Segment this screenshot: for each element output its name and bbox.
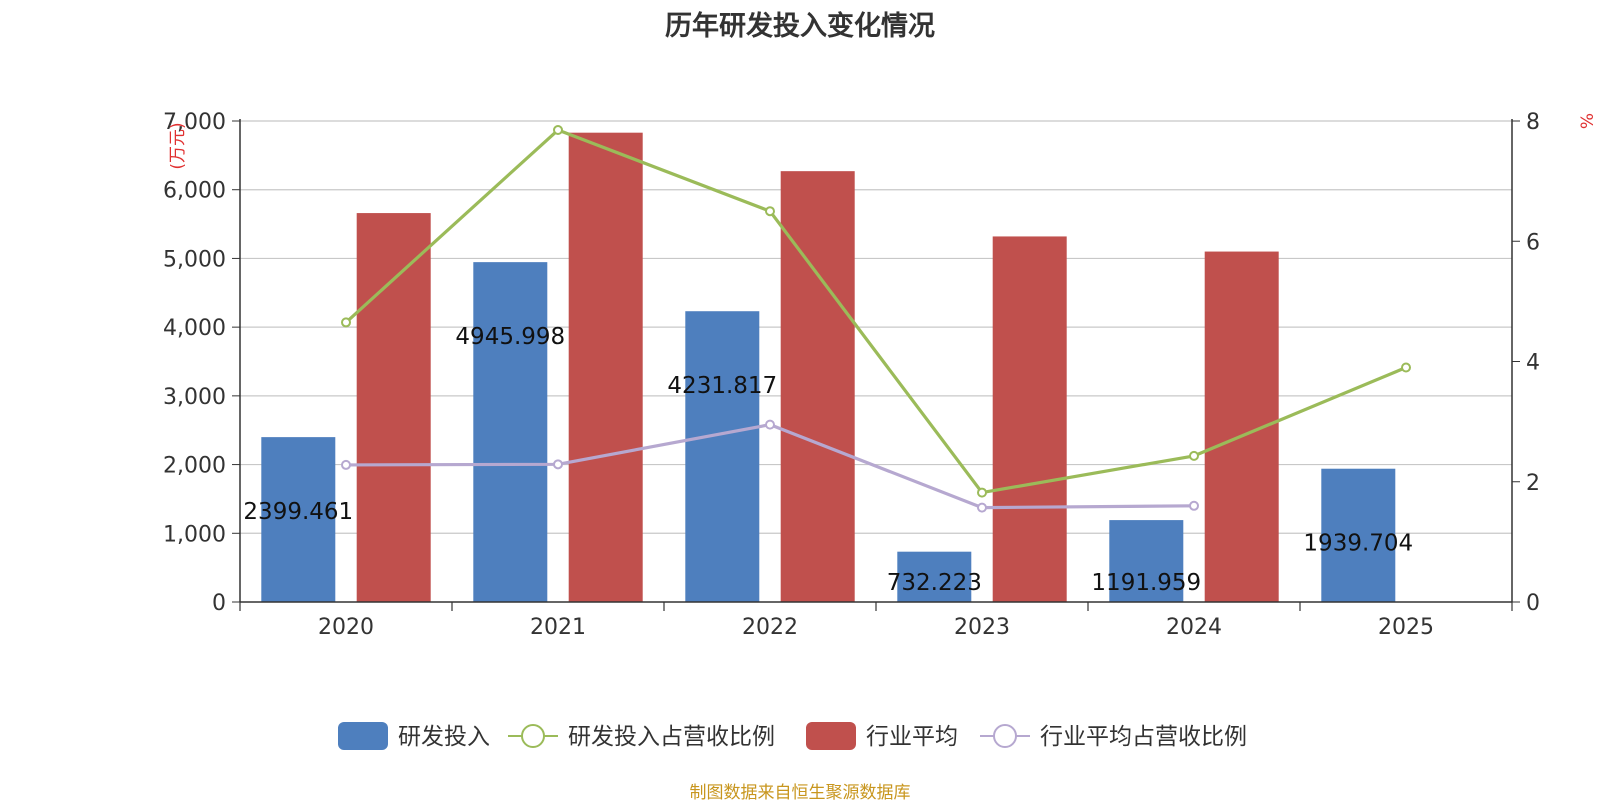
line-point-1: [765, 206, 775, 217]
y-left-tick-label: 2,000: [163, 454, 226, 479]
legend-swatch-marker: [993, 724, 1017, 748]
y-left-tick-label: 6,000: [163, 179, 226, 204]
legend-swatch-bar: [338, 722, 388, 750]
y-left-tick-label: 3,000: [163, 385, 226, 410]
bar-industry-average: [780, 171, 855, 602]
line-point-1: [977, 487, 987, 498]
series-line-1: [344, 128, 1407, 495]
line-layer: [341, 125, 1411, 513]
y-left-tick-label: 0: [212, 591, 226, 616]
grid-layer: [240, 120, 1512, 534]
label-layer: 2399.461 4945.998 4231.817 732.223 1191.959 1…: [243, 324, 1413, 596]
y-left-tick-label: 7,000: [163, 110, 226, 135]
line-point-3: [977, 502, 987, 513]
chart-title: 历年研发投入变化情况: [665, 11, 935, 42]
line-point-3: [765, 419, 775, 430]
line-point-1: [553, 125, 563, 136]
bar-industry-average: [356, 213, 431, 602]
y-left-tick-label: 1,000: [163, 522, 226, 547]
legend-label: 研发投入占营收比例: [568, 724, 775, 750]
bar-data-label: 2399.461: [243, 499, 353, 525]
y-right-tick-label: 0: [1526, 591, 1540, 616]
bar-rd-investment: [897, 551, 972, 602]
bar-industry-average: [992, 236, 1067, 602]
bar-data-label: 1939.704: [1303, 530, 1413, 556]
bar-data-label: 1191.959: [1091, 570, 1201, 596]
axis-layer: 0 1,000 2,000 3,000 4,000 5,000 6,000 7,000 0 2 4 6…: [163, 110, 1598, 640]
y-right-tick-label: 4: [1526, 351, 1540, 376]
bar-rd-investment: [1109, 520, 1184, 602]
bar-data-label: 4231.817: [667, 373, 777, 399]
bar-rd-investment: [1321, 468, 1396, 602]
bar-data-label: 4945.998: [455, 324, 565, 350]
x-tick-label: 2025: [1378, 615, 1434, 640]
legend-swatch-bar: [806, 722, 856, 750]
y-right-axis-label: %: [1578, 113, 1598, 129]
y-right-tick-label: 2: [1526, 471, 1540, 496]
line-point-3: [1189, 500, 1199, 511]
x-tick-label: 2022: [742, 615, 798, 640]
x-tick-label: 2023: [954, 615, 1010, 640]
series-line-3: [345, 423, 1195, 510]
y-right-tick-label: 8: [1526, 110, 1540, 135]
y-right-tick-label: 6: [1526, 230, 1540, 255]
legend-swatch-marker: [521, 724, 545, 748]
legend-label: 行业平均: [866, 724, 958, 750]
x-tick-label: 2024: [1166, 615, 1222, 640]
line-point-1: [341, 317, 351, 328]
line-point-1: [1189, 450, 1199, 461]
bar-data-label: 732.223: [887, 570, 982, 596]
y-left-axis-label: (万元): [168, 122, 188, 169]
line-point-3: [553, 459, 563, 470]
y-left-tick-label: 4,000: [163, 316, 226, 341]
bar-rd-investment: [261, 437, 336, 602]
legend-label: 行业平均占营收比例: [1040, 724, 1247, 750]
bar-rd-investment: [685, 311, 760, 602]
bar-industry-average: [568, 132, 643, 602]
bar-layer: [261, 132, 1396, 603]
x-tick-label: 2021: [530, 615, 586, 640]
data-source-note: 制图数据来自恒生聚源数据库: [689, 783, 911, 803]
line-point-1: [1401, 362, 1411, 373]
legend-layer: 研发投入 研发投入占营收比例 行业平均 行业平均占营收比例: [338, 722, 1247, 750]
x-tick-label: 2020: [318, 615, 374, 640]
legend-label: 研发投入: [398, 724, 490, 750]
line-point-3: [341, 459, 351, 470]
bar-rd-investment: [473, 262, 548, 602]
y-left-tick-label: 5,000: [163, 247, 226, 272]
